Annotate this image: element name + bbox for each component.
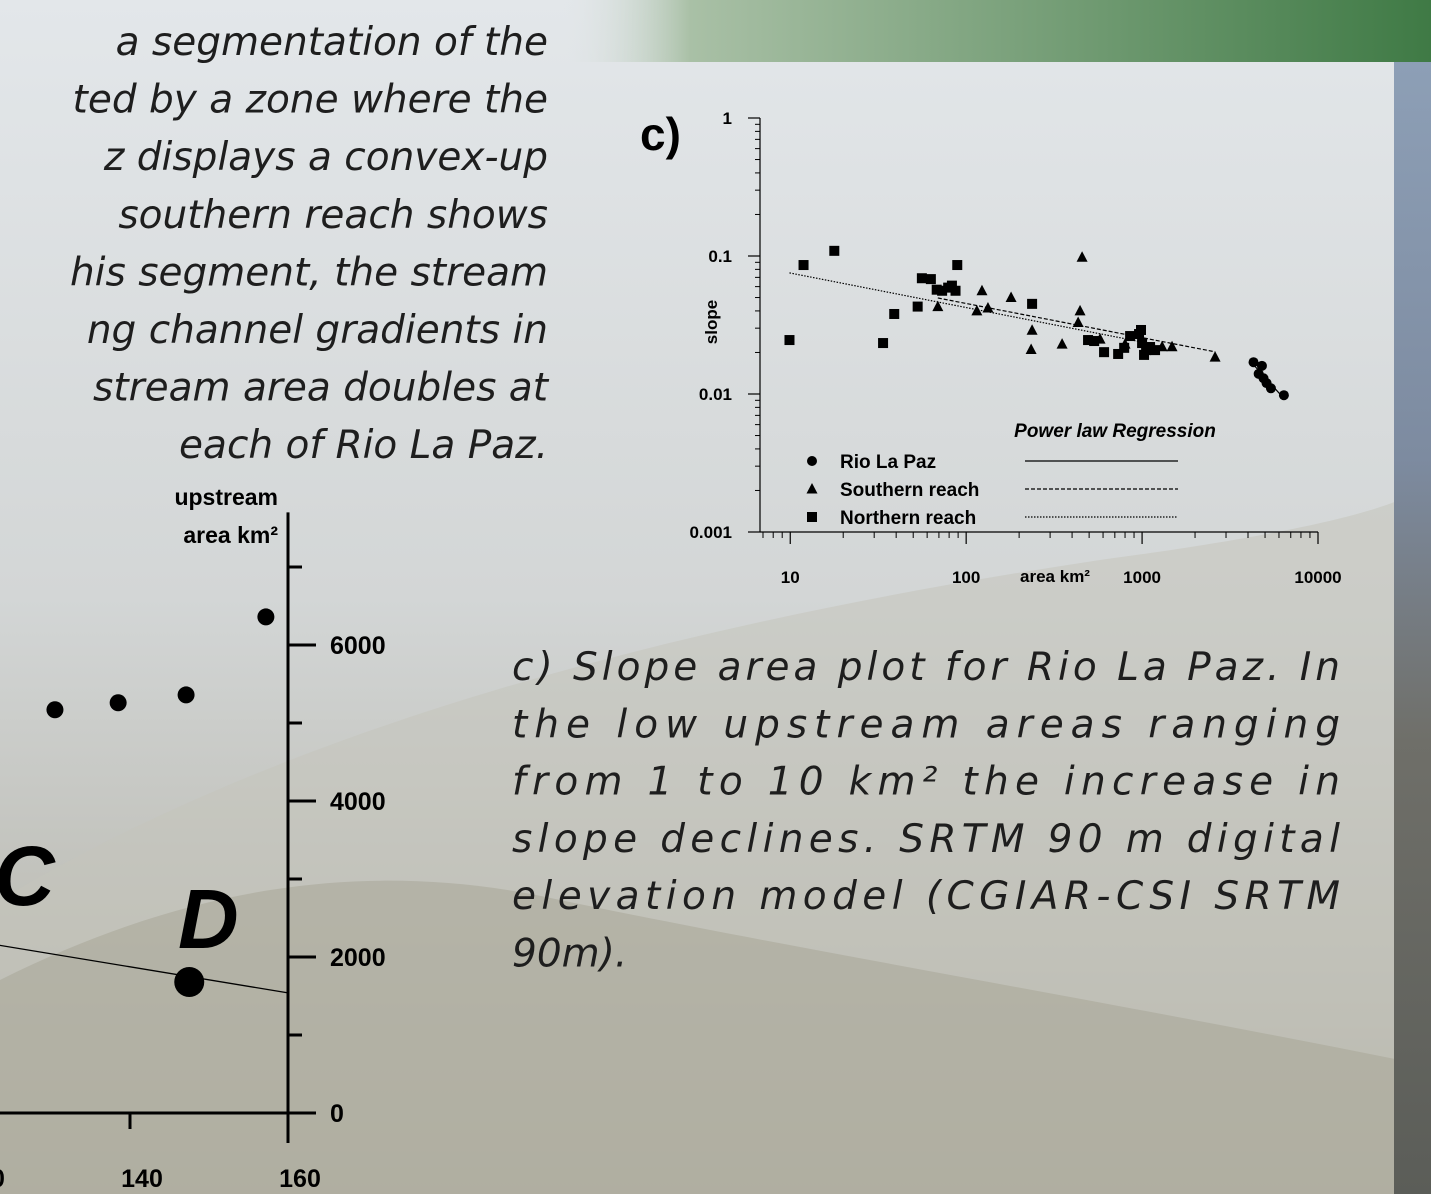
point (1099, 347, 1109, 357)
paragraph-line: ng channel gradients in (87, 308, 548, 353)
x-tick-label: 10 (781, 568, 800, 587)
paragraph-line: a segmentation of the (116, 20, 548, 65)
page: { "paragraph": {"lines": [ "a segmentati… (0, 0, 1431, 1194)
point (1027, 299, 1037, 309)
point (46, 701, 63, 718)
x-tick-label: 10000 (1294, 568, 1341, 587)
point (917, 273, 927, 283)
point (178, 686, 195, 703)
x-tick-label: 100 (952, 568, 980, 587)
y-tick-label: 1 (723, 109, 732, 128)
point (110, 694, 127, 711)
caption-line: elevation model (CGIAR-CSI SRTM (512, 874, 1340, 919)
x-axis-label: area km² (1020, 567, 1090, 586)
point (1119, 343, 1129, 353)
photo-strip (1394, 62, 1431, 1194)
point (829, 246, 839, 256)
point (799, 260, 809, 270)
x-tick-label: 1000 (1123, 568, 1161, 587)
legend-label: Rio La Paz (840, 452, 936, 473)
legend-label: Southern reach (840, 480, 979, 501)
x-tick-label: 120 (0, 1165, 5, 1193)
paragraph-line: southern reach shows (118, 193, 548, 238)
caption-line: 90m). (512, 932, 627, 977)
panel-label: c) (640, 108, 681, 160)
header-band (560, 0, 1431, 62)
point (1150, 345, 1160, 355)
y-tick-label: 2000 (330, 944, 386, 972)
point (878, 338, 888, 348)
legend-title: Power law Regression (1014, 421, 1216, 442)
paragraph-line: each of Rio La Paz. (179, 423, 548, 468)
point (1279, 390, 1289, 400)
point (1089, 336, 1099, 346)
annotation: C (0, 829, 56, 923)
point (951, 286, 961, 296)
legend-label: Northern reach (840, 508, 976, 529)
paragraph-line: his segment, the stream (70, 250, 548, 295)
caption-line: the low upstream areas ranging (512, 702, 1340, 747)
point (952, 260, 962, 270)
point (1136, 325, 1146, 335)
y-tick-label: 0.1 (708, 247, 732, 266)
point (1266, 383, 1276, 393)
paragraph-line: z displays a convex-up (103, 135, 548, 180)
point (174, 967, 204, 997)
y-axis-label: area km² (183, 522, 278, 548)
point (784, 335, 794, 345)
paragraph-line: ted by a zone where the (73, 78, 548, 123)
point (926, 274, 936, 284)
legend-marker (807, 512, 817, 522)
point (1125, 331, 1135, 341)
y-tick-label: 0 (330, 1100, 344, 1128)
y-tick-label: 0.01 (699, 385, 732, 404)
paragraph-line: stream area doubles at (93, 366, 550, 411)
y-axis-label: upstream (174, 484, 278, 510)
y-tick-label: 6000 (330, 632, 386, 660)
point (257, 608, 274, 625)
point (913, 302, 923, 312)
point (889, 309, 899, 319)
y-tick-label: 0.001 (689, 523, 732, 542)
x-tick-label: 160 (279, 1165, 321, 1193)
y-tick-label: 4000 (330, 788, 386, 816)
y-axis-label: slope (702, 300, 721, 344)
poster: a segmentation of the ted by a zone where… (0, 0, 1431, 1194)
annotation: D (178, 872, 239, 966)
legend-marker (807, 456, 817, 466)
caption-line: from 1 to 10 km² the increase in (512, 760, 1340, 805)
x-tick-label: 140 (121, 1165, 163, 1193)
